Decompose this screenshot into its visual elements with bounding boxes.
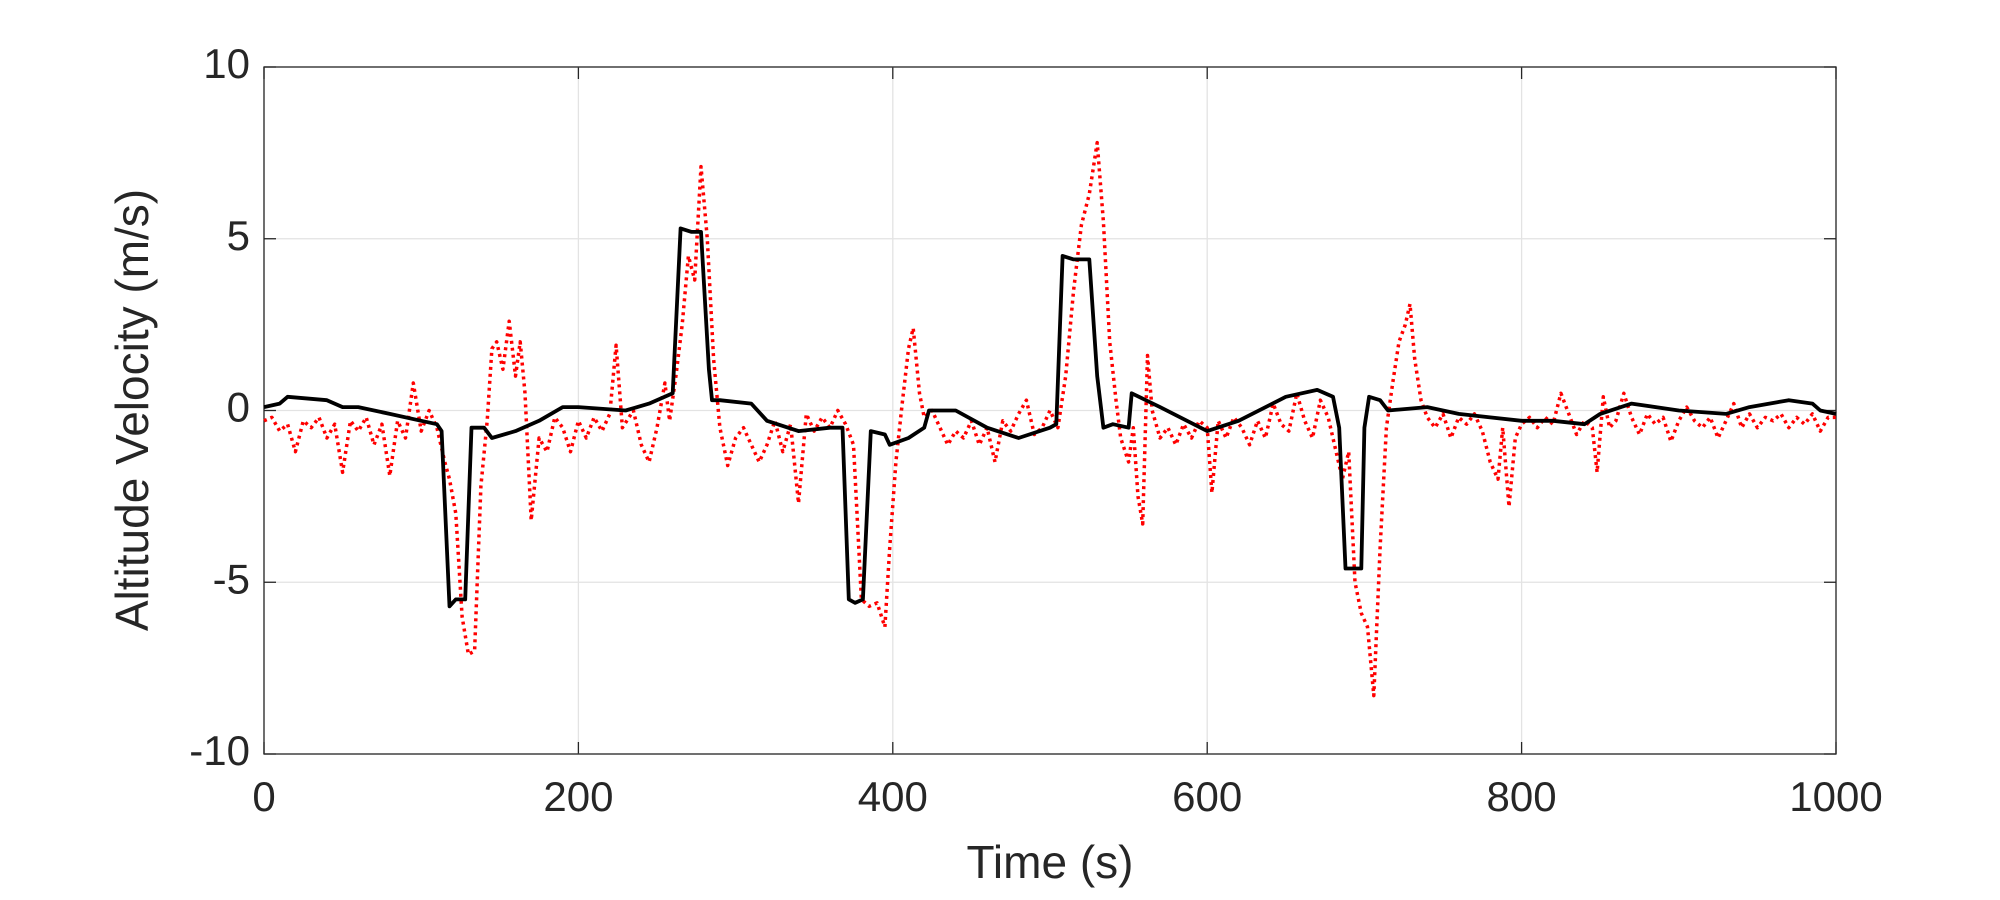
y-axis-label: Altitude Velocity (m/s) <box>106 189 158 631</box>
x-tick-label: 600 <box>1172 773 1242 820</box>
y-tick-label: -10 <box>189 727 250 774</box>
x-tick-label: 0 <box>252 773 275 820</box>
y-tick-label: 0 <box>227 384 250 431</box>
series-line <box>263 226 1837 609</box>
x-tick-label: 800 <box>1487 773 1557 820</box>
series-line <box>263 140 1836 698</box>
x-axis-label: Time (s) <box>967 836 1134 888</box>
plot-frame <box>263 66 1837 755</box>
y-tick-label: 5 <box>227 212 250 259</box>
x-tick-label: 200 <box>543 773 613 820</box>
x-tick-label: 1000 <box>1789 773 1882 820</box>
y-tick-label: 10 <box>203 40 250 87</box>
x-tick-label: 400 <box>858 773 928 820</box>
y-tick-label: -5 <box>213 555 250 602</box>
